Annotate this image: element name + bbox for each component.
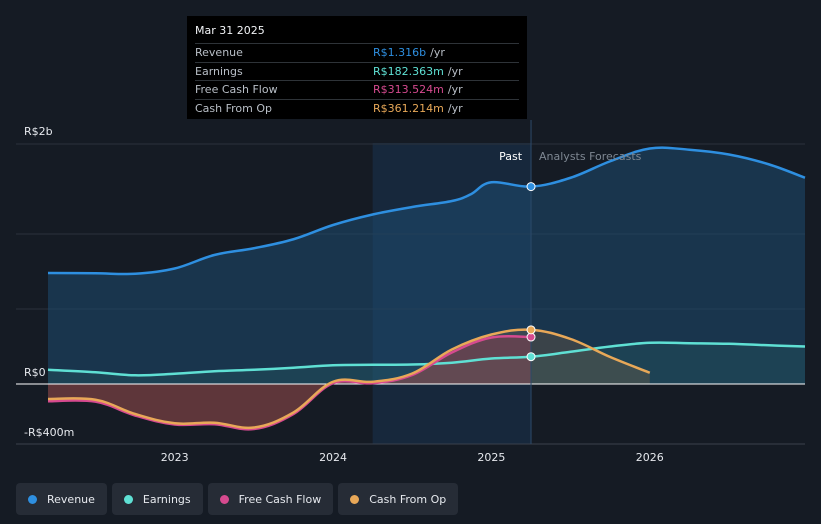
forecast-label: Analysts Forecasts: [539, 150, 642, 163]
tooltip-value: R$182.363m: [373, 64, 444, 78]
series-markers: [526, 182, 536, 362]
tooltip-label: Earnings: [195, 64, 243, 78]
legend: Revenue Earnings Free Cash Flow Cash Fro…: [16, 483, 459, 515]
marker-revenue: [526, 182, 536, 192]
series-lines: [47, 146, 806, 431]
line-revenue: [47, 146, 806, 276]
legend-item-cash-from-op[interactable]: Cash From Op: [338, 483, 459, 515]
y-axis-label: -R$400m: [24, 426, 74, 439]
area-revenue: [48, 147, 805, 384]
tooltip-label: Free Cash Flow: [195, 83, 278, 96]
area-cash-from-op: [48, 329, 650, 428]
x-tick-label: 2024: [319, 451, 347, 464]
tooltip: Mar 31 2025 Revenue R$1.316b /yr Earning…: [187, 16, 527, 119]
legend-label: Free Cash Flow: [238, 492, 322, 506]
x-axis-labels: 2023 2024 2025 2026: [161, 451, 664, 464]
legend-dot-icon: [350, 494, 360, 504]
tooltip-row-free-cash-flow: Free Cash Flow R$313.524m /yr: [195, 80, 519, 99]
tooltip-unit: /yr: [447, 101, 463, 115]
line-cash-from-op: [47, 328, 651, 430]
tooltip-row-cash-from-op: Cash From Op R$361.214m /yr: [195, 98, 519, 118]
x-tick-label: 2026: [636, 451, 664, 464]
legend-label: Cash From Op: [369, 492, 447, 506]
legend-label: Earnings: [142, 492, 191, 506]
marker-cash-from-op: [526, 325, 536, 335]
y-axis-label: R$2b: [24, 125, 53, 138]
x-tick-label: 2023: [161, 451, 189, 464]
past-label: Past: [499, 150, 523, 163]
line-free-cash-flow: [47, 334, 532, 431]
tooltip-unit: /yr: [447, 64, 463, 78]
x-tick-label: 2025: [477, 451, 505, 464]
tooltip-row-earnings: Earnings R$182.363m /yr: [195, 61, 519, 81]
tooltip-unit: /yr: [447, 83, 463, 96]
legend-dot-icon: [123, 494, 133, 504]
tooltip-value: R$361.214m: [373, 101, 444, 115]
tooltip-value: R$313.524m: [373, 83, 444, 96]
legend-dot-icon: [219, 494, 229, 504]
marker-earnings: [526, 352, 536, 362]
area-free-cash-flow: [48, 336, 532, 430]
y-axis-labels: R$2b R$0 -R$400m: [24, 125, 74, 439]
legend-item-earnings[interactable]: Earnings: [111, 483, 203, 515]
tooltip-unit: /yr: [430, 46, 445, 59]
tooltip-row-revenue: Revenue R$1.316b /yr: [195, 43, 519, 62]
legend-item-revenue[interactable]: Revenue: [16, 483, 107, 515]
tooltip-label: Revenue: [195, 46, 243, 59]
area-earnings: [48, 342, 805, 384]
legend-dot-icon: [28, 494, 37, 504]
legend-item-free-cash-flow[interactable]: Free Cash Flow: [207, 483, 334, 515]
tooltip-value: R$1.316b: [373, 46, 427, 59]
tooltip-label: Cash From Op: [195, 101, 273, 115]
series-areas: [48, 147, 805, 430]
tooltip-date: Mar 31 2025: [195, 24, 265, 37]
y-axis-label: R$0: [24, 366, 46, 379]
legend-label: Revenue: [47, 492, 95, 506]
